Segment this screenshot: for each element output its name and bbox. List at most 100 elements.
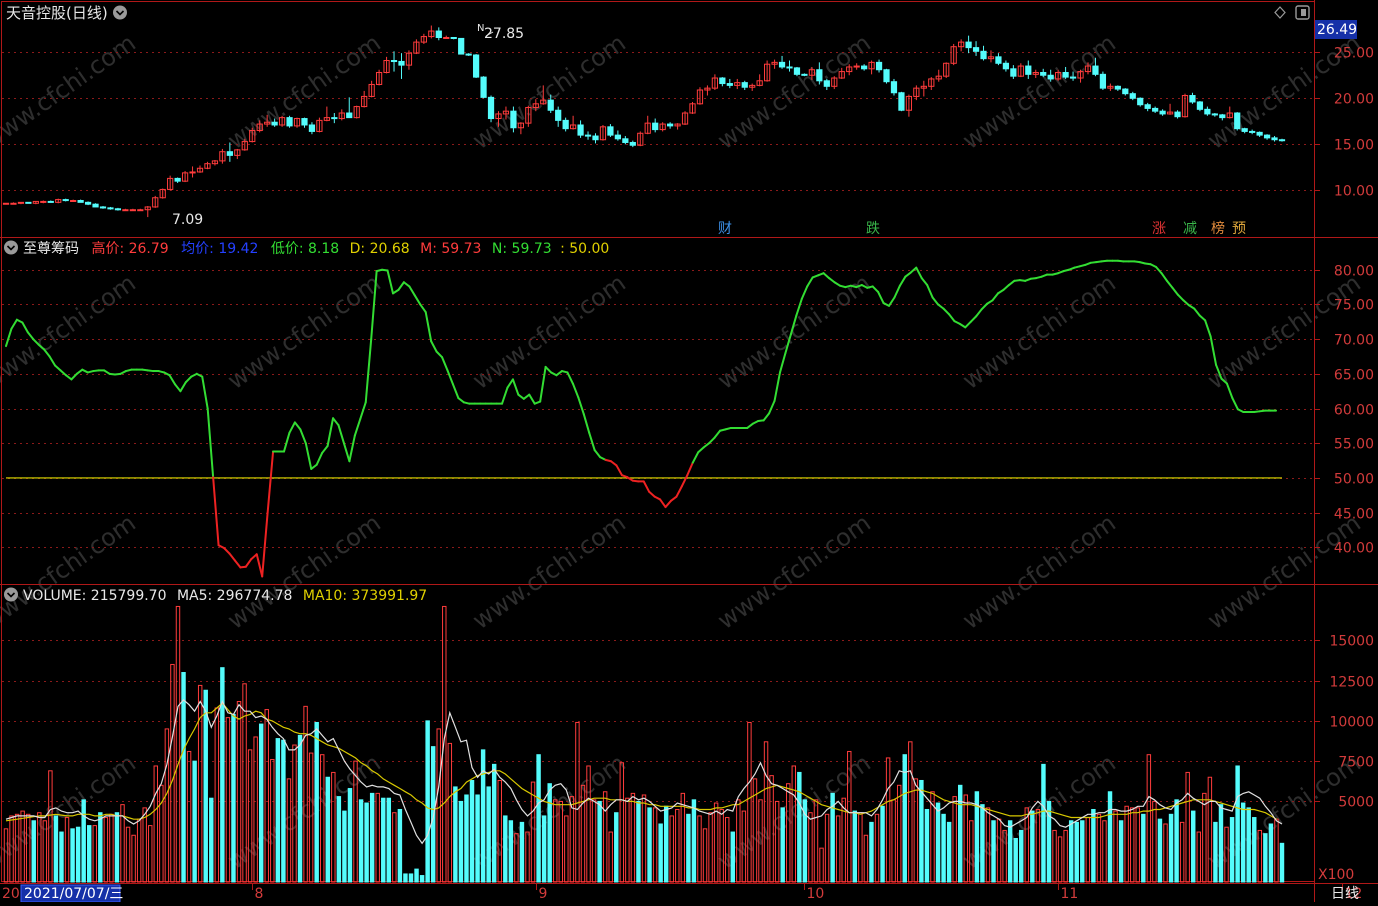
candle-body [1220, 115, 1225, 118]
event-marker-cai[interactable]: 财 [718, 221, 732, 237]
volume-bar [282, 740, 285, 882]
candle [459, 38, 464, 54]
candle-body [973, 48, 978, 52]
volume-bar [204, 690, 207, 882]
candle-body [720, 78, 725, 84]
candle-body [585, 135, 590, 136]
volume-bar [920, 780, 923, 882]
period-label[interactable]: 日线 [1331, 886, 1359, 902]
volume-bar [615, 813, 618, 882]
event-marker-bang[interactable]: 榜 [1211, 220, 1225, 237]
volume-bar [1264, 834, 1267, 882]
candle-body [854, 66, 859, 67]
d-value: D: 20.68 [350, 241, 410, 257]
candle-body [884, 70, 889, 82]
volume-dropdown-icon[interactable] [4, 588, 18, 602]
candle-body [1063, 72, 1068, 77]
candle [1100, 72, 1105, 90]
volume-bar [492, 764, 495, 882]
volume-bar [1175, 800, 1178, 882]
volume-bar [1269, 824, 1272, 882]
axis-tick-label: 5000 [1338, 795, 1374, 811]
volume-bar [542, 816, 545, 882]
volume-bar [1253, 818, 1256, 882]
candle-body [41, 201, 46, 202]
candle-body [175, 178, 180, 181]
candle-body [1100, 74, 1105, 88]
candle-body [391, 61, 396, 62]
volume-bar [509, 821, 512, 882]
event-marker-die[interactable]: 跌 [866, 221, 880, 237]
candle-body [287, 118, 292, 126]
volume-bar [548, 784, 551, 882]
event-marker-yu[interactable]: 预 [1232, 221, 1246, 237]
volume-bar [315, 722, 318, 882]
candle [1197, 101, 1202, 111]
event-marker-zhang[interactable]: 涨 [1152, 221, 1166, 237]
candle-body [1272, 138, 1277, 140]
volume-bar [398, 809, 401, 882]
axis-tick-label: 65.00 [1334, 368, 1374, 384]
candle [884, 69, 889, 84]
volume-bar [853, 811, 856, 882]
candle-body [1130, 94, 1135, 99]
candle [287, 116, 292, 128]
stock-title-dropdown-icon[interactable] [113, 6, 127, 20]
candle-body [71, 201, 76, 202]
volume-bar [481, 750, 484, 882]
candle-body [488, 97, 493, 118]
candle-body [742, 83, 747, 88]
volume-bar [487, 787, 490, 882]
volume-bar [1020, 830, 1023, 882]
candle-body [18, 202, 23, 203]
volume-bar [1069, 821, 1072, 882]
candle-body [1048, 75, 1053, 79]
candle [26, 202, 31, 203]
volume-bar [99, 813, 102, 882]
volume-unit: X100 [1318, 867, 1354, 883]
volume-bar [387, 798, 390, 882]
volume-bar [1230, 818, 1233, 882]
candle-body [1003, 63, 1008, 69]
volume-bar [60, 832, 63, 882]
candle [899, 92, 904, 111]
candle [481, 76, 486, 98]
candle-body [48, 201, 53, 202]
candle-body [78, 201, 83, 203]
candle-body [593, 136, 598, 140]
axis-tick-label: 45.00 [1334, 507, 1374, 523]
candle-body [309, 125, 314, 131]
avg-price-value: 均价: 19.42 [181, 241, 258, 257]
axis-tick-label: 80.00 [1334, 264, 1374, 280]
volume-bar [343, 811, 346, 882]
candle [794, 67, 799, 76]
volume-bar [426, 721, 429, 882]
axis-tick-label: 75.00 [1334, 298, 1374, 314]
candle-body [1123, 89, 1128, 94]
candle [93, 203, 98, 207]
candle-body [1026, 66, 1031, 74]
stock-title: 天音控股(日线) [6, 4, 108, 22]
volume-bar [798, 772, 801, 882]
volume-bar [1169, 814, 1172, 882]
volume-bar [298, 735, 301, 882]
candle-body [548, 100, 553, 110]
candle-body [130, 210, 135, 211]
candle-body [399, 61, 404, 65]
candle-body [26, 202, 31, 203]
candle-body [1153, 108, 1158, 111]
volume-bar [359, 800, 362, 882]
candle [3, 203, 8, 204]
volume-bar [942, 814, 945, 882]
candle-body [444, 37, 449, 38]
ma10-value: MA10: 373991.97 [303, 588, 427, 604]
candle-body [63, 200, 68, 201]
candle-body [817, 70, 822, 81]
event-marker-jian[interactable]: 减 [1183, 221, 1197, 237]
candle-body [138, 210, 143, 211]
candle-body [824, 81, 829, 87]
indicator-dropdown-icon[interactable] [4, 241, 18, 255]
candle-body [1279, 140, 1284, 141]
candle-body [302, 119, 307, 125]
